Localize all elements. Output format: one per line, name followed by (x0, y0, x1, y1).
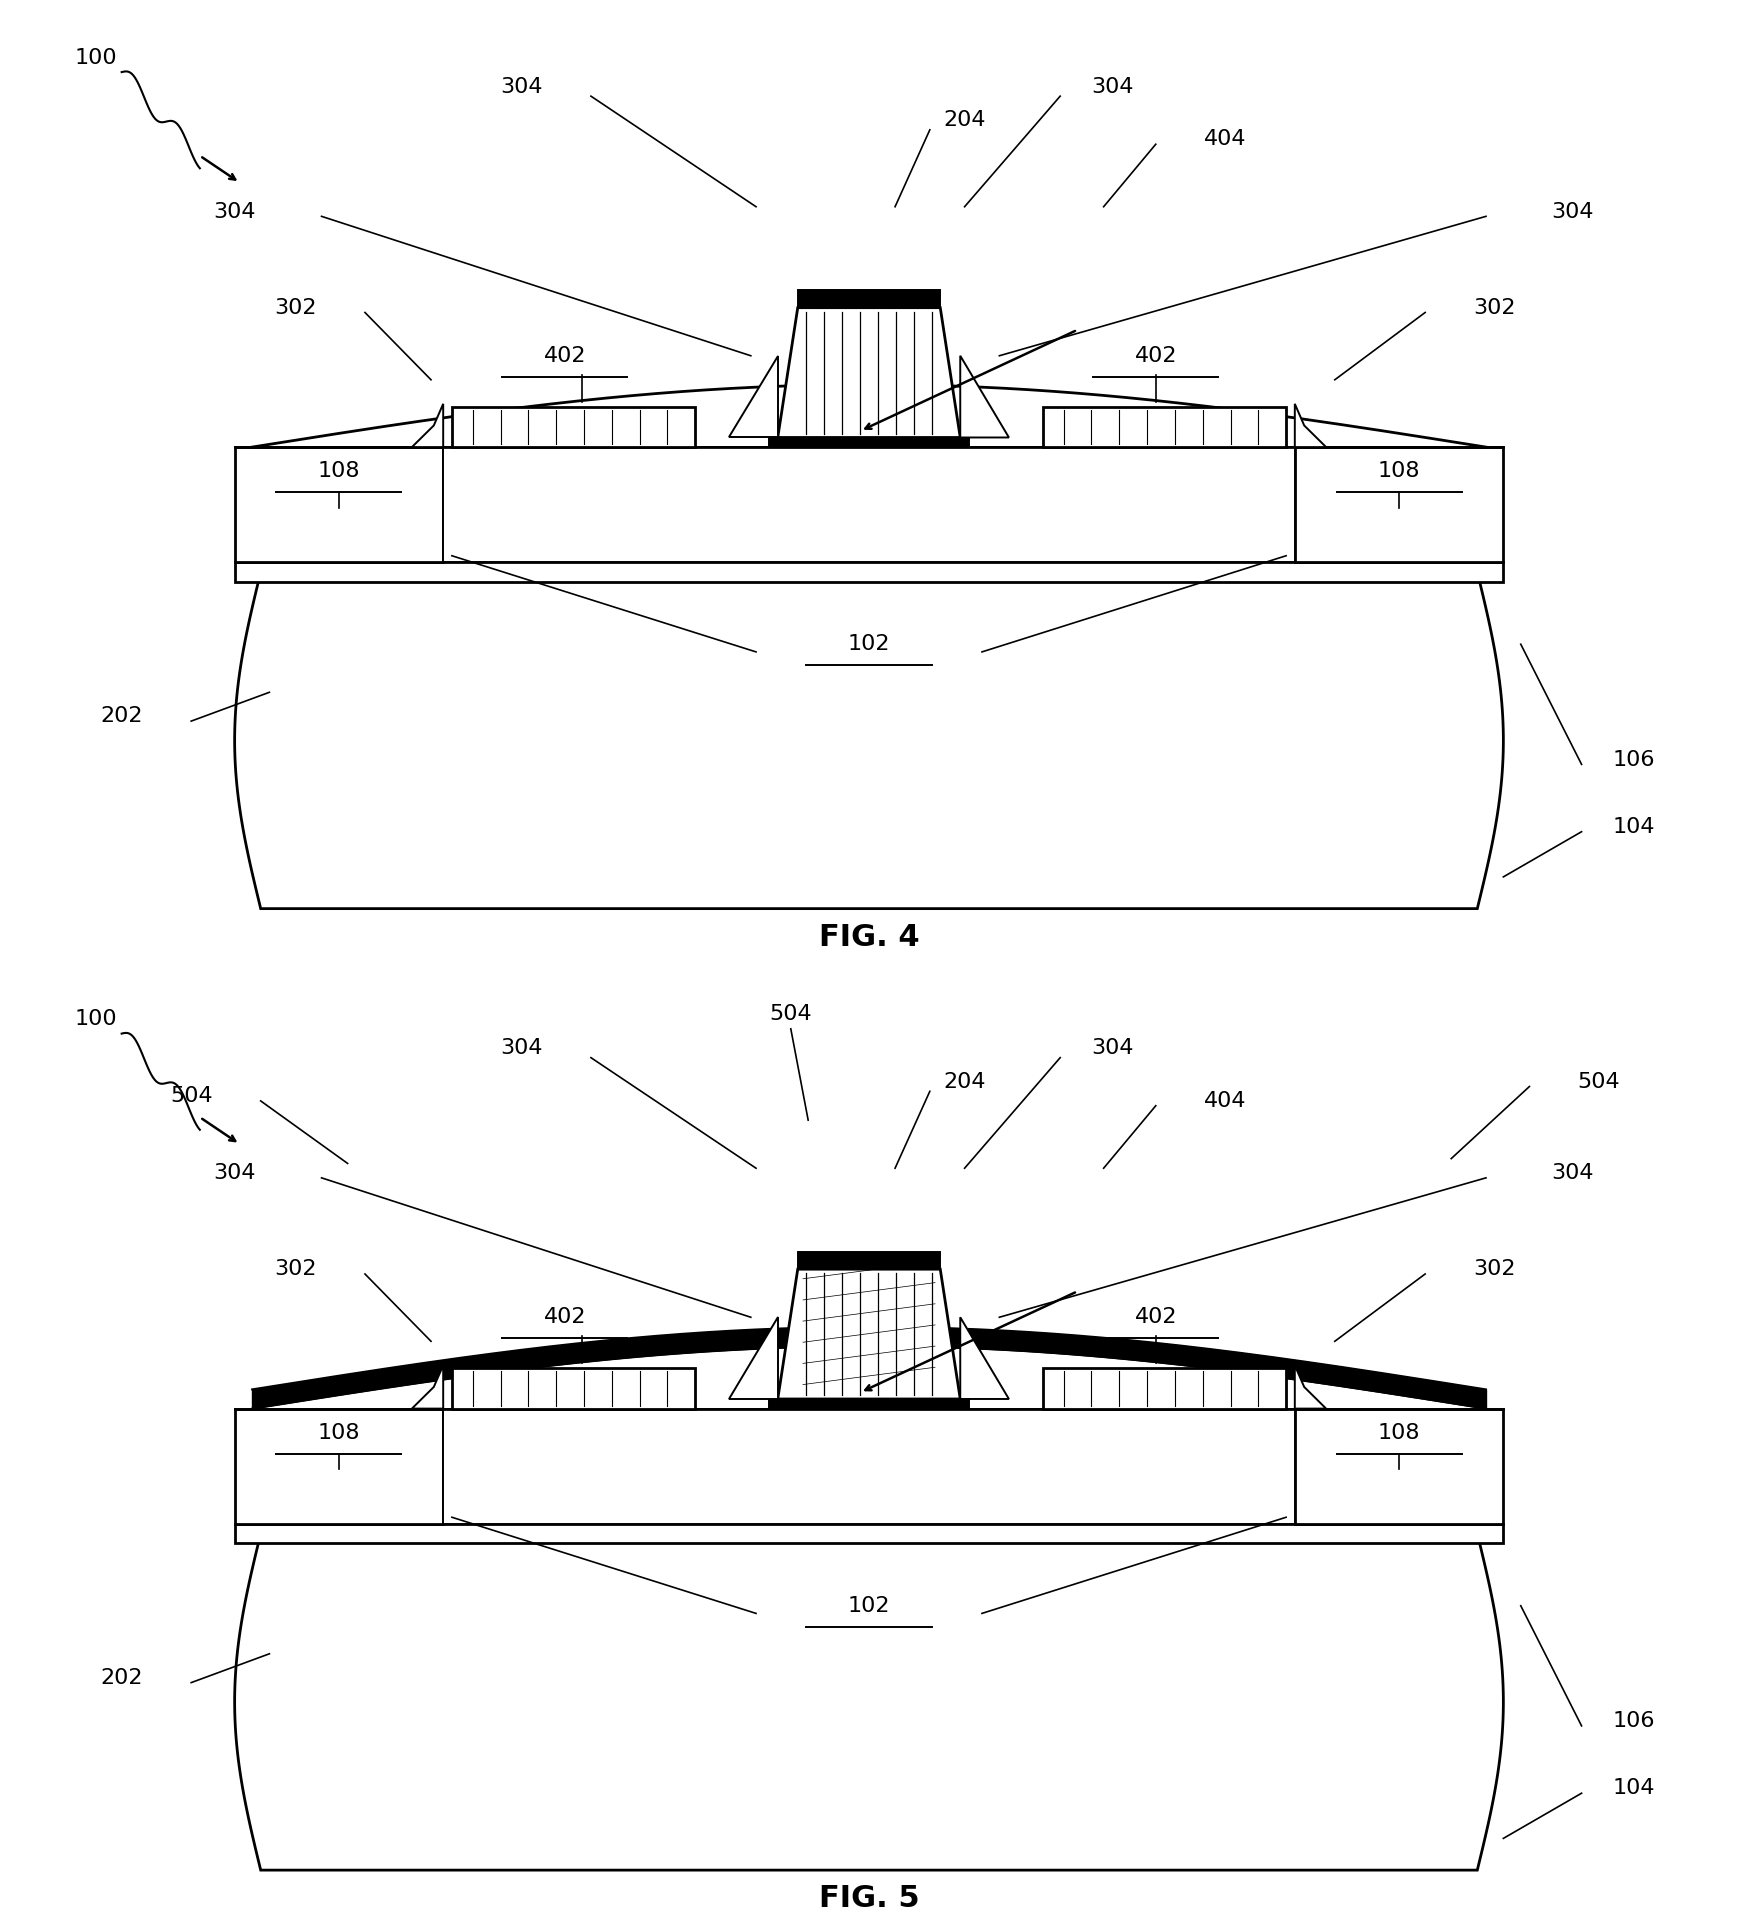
Text: 106: 106 (1613, 750, 1655, 769)
Bar (235, 562, 1503, 581)
Text: 108: 108 (1378, 1423, 1420, 1442)
Polygon shape (779, 1269, 961, 1400)
Bar (452, 406, 695, 446)
Text: 504: 504 (1578, 1071, 1620, 1092)
Polygon shape (728, 356, 779, 437)
Text: 108: 108 (318, 462, 360, 481)
Text: 302: 302 (1474, 1260, 1516, 1279)
Bar (1295, 1408, 1503, 1523)
Polygon shape (235, 1535, 1503, 1869)
Text: 402: 402 (544, 346, 586, 365)
Bar (235, 1408, 443, 1523)
Bar (235, 1523, 1503, 1542)
Text: 302: 302 (1474, 298, 1516, 317)
Bar (1295, 446, 1503, 562)
Bar (798, 1252, 940, 1269)
Text: 304: 304 (1091, 1038, 1133, 1058)
Bar (452, 1367, 695, 1408)
Text: 404: 404 (1204, 1090, 1246, 1111)
Text: 402: 402 (1135, 346, 1177, 365)
Text: FIG. 4: FIG. 4 (819, 923, 919, 952)
Bar (1043, 1367, 1286, 1408)
Text: 504: 504 (170, 1086, 212, 1106)
Text: 304: 304 (1552, 1163, 1594, 1183)
Bar (798, 290, 940, 308)
Text: 404: 404 (1204, 129, 1246, 150)
Text: 104: 104 (1613, 817, 1655, 837)
Text: FIG. 5: FIG. 5 (819, 1885, 919, 1913)
Polygon shape (1295, 1365, 1326, 1408)
Text: 102: 102 (848, 1596, 890, 1615)
Polygon shape (1295, 404, 1326, 446)
Text: 204: 204 (944, 1071, 985, 1092)
Text: 108: 108 (318, 1423, 360, 1442)
Text: 100: 100 (75, 48, 116, 67)
Text: 304: 304 (501, 1038, 542, 1058)
Text: 100: 100 (75, 1010, 116, 1029)
Text: 102: 102 (848, 635, 890, 654)
Text: 402: 402 (544, 1308, 586, 1327)
Bar (768, 1398, 970, 1408)
Text: 304: 304 (1552, 202, 1594, 221)
Bar (443, 1408, 1295, 1523)
Polygon shape (779, 308, 961, 437)
Bar (1043, 406, 1286, 446)
Text: 304: 304 (1091, 77, 1133, 96)
Text: 202: 202 (101, 706, 143, 727)
Text: 106: 106 (1613, 1711, 1655, 1731)
Text: 302: 302 (275, 1260, 316, 1279)
Text: 302: 302 (275, 298, 316, 317)
Text: 504: 504 (770, 1004, 812, 1025)
Polygon shape (728, 1317, 779, 1400)
Bar (768, 437, 970, 446)
Text: 202: 202 (101, 1667, 143, 1688)
Text: 304: 304 (214, 1163, 255, 1183)
Polygon shape (412, 404, 443, 446)
Text: 402: 402 (1135, 1308, 1177, 1327)
Text: 104: 104 (1613, 1779, 1655, 1798)
Polygon shape (412, 1365, 443, 1408)
Polygon shape (961, 356, 1010, 437)
Polygon shape (961, 1317, 1010, 1400)
Text: 108: 108 (1378, 462, 1420, 481)
Polygon shape (235, 571, 1503, 908)
Bar (443, 446, 1295, 562)
Text: 304: 304 (214, 202, 255, 221)
Text: 204: 204 (944, 110, 985, 131)
Bar (235, 446, 443, 562)
Text: 304: 304 (501, 77, 542, 96)
